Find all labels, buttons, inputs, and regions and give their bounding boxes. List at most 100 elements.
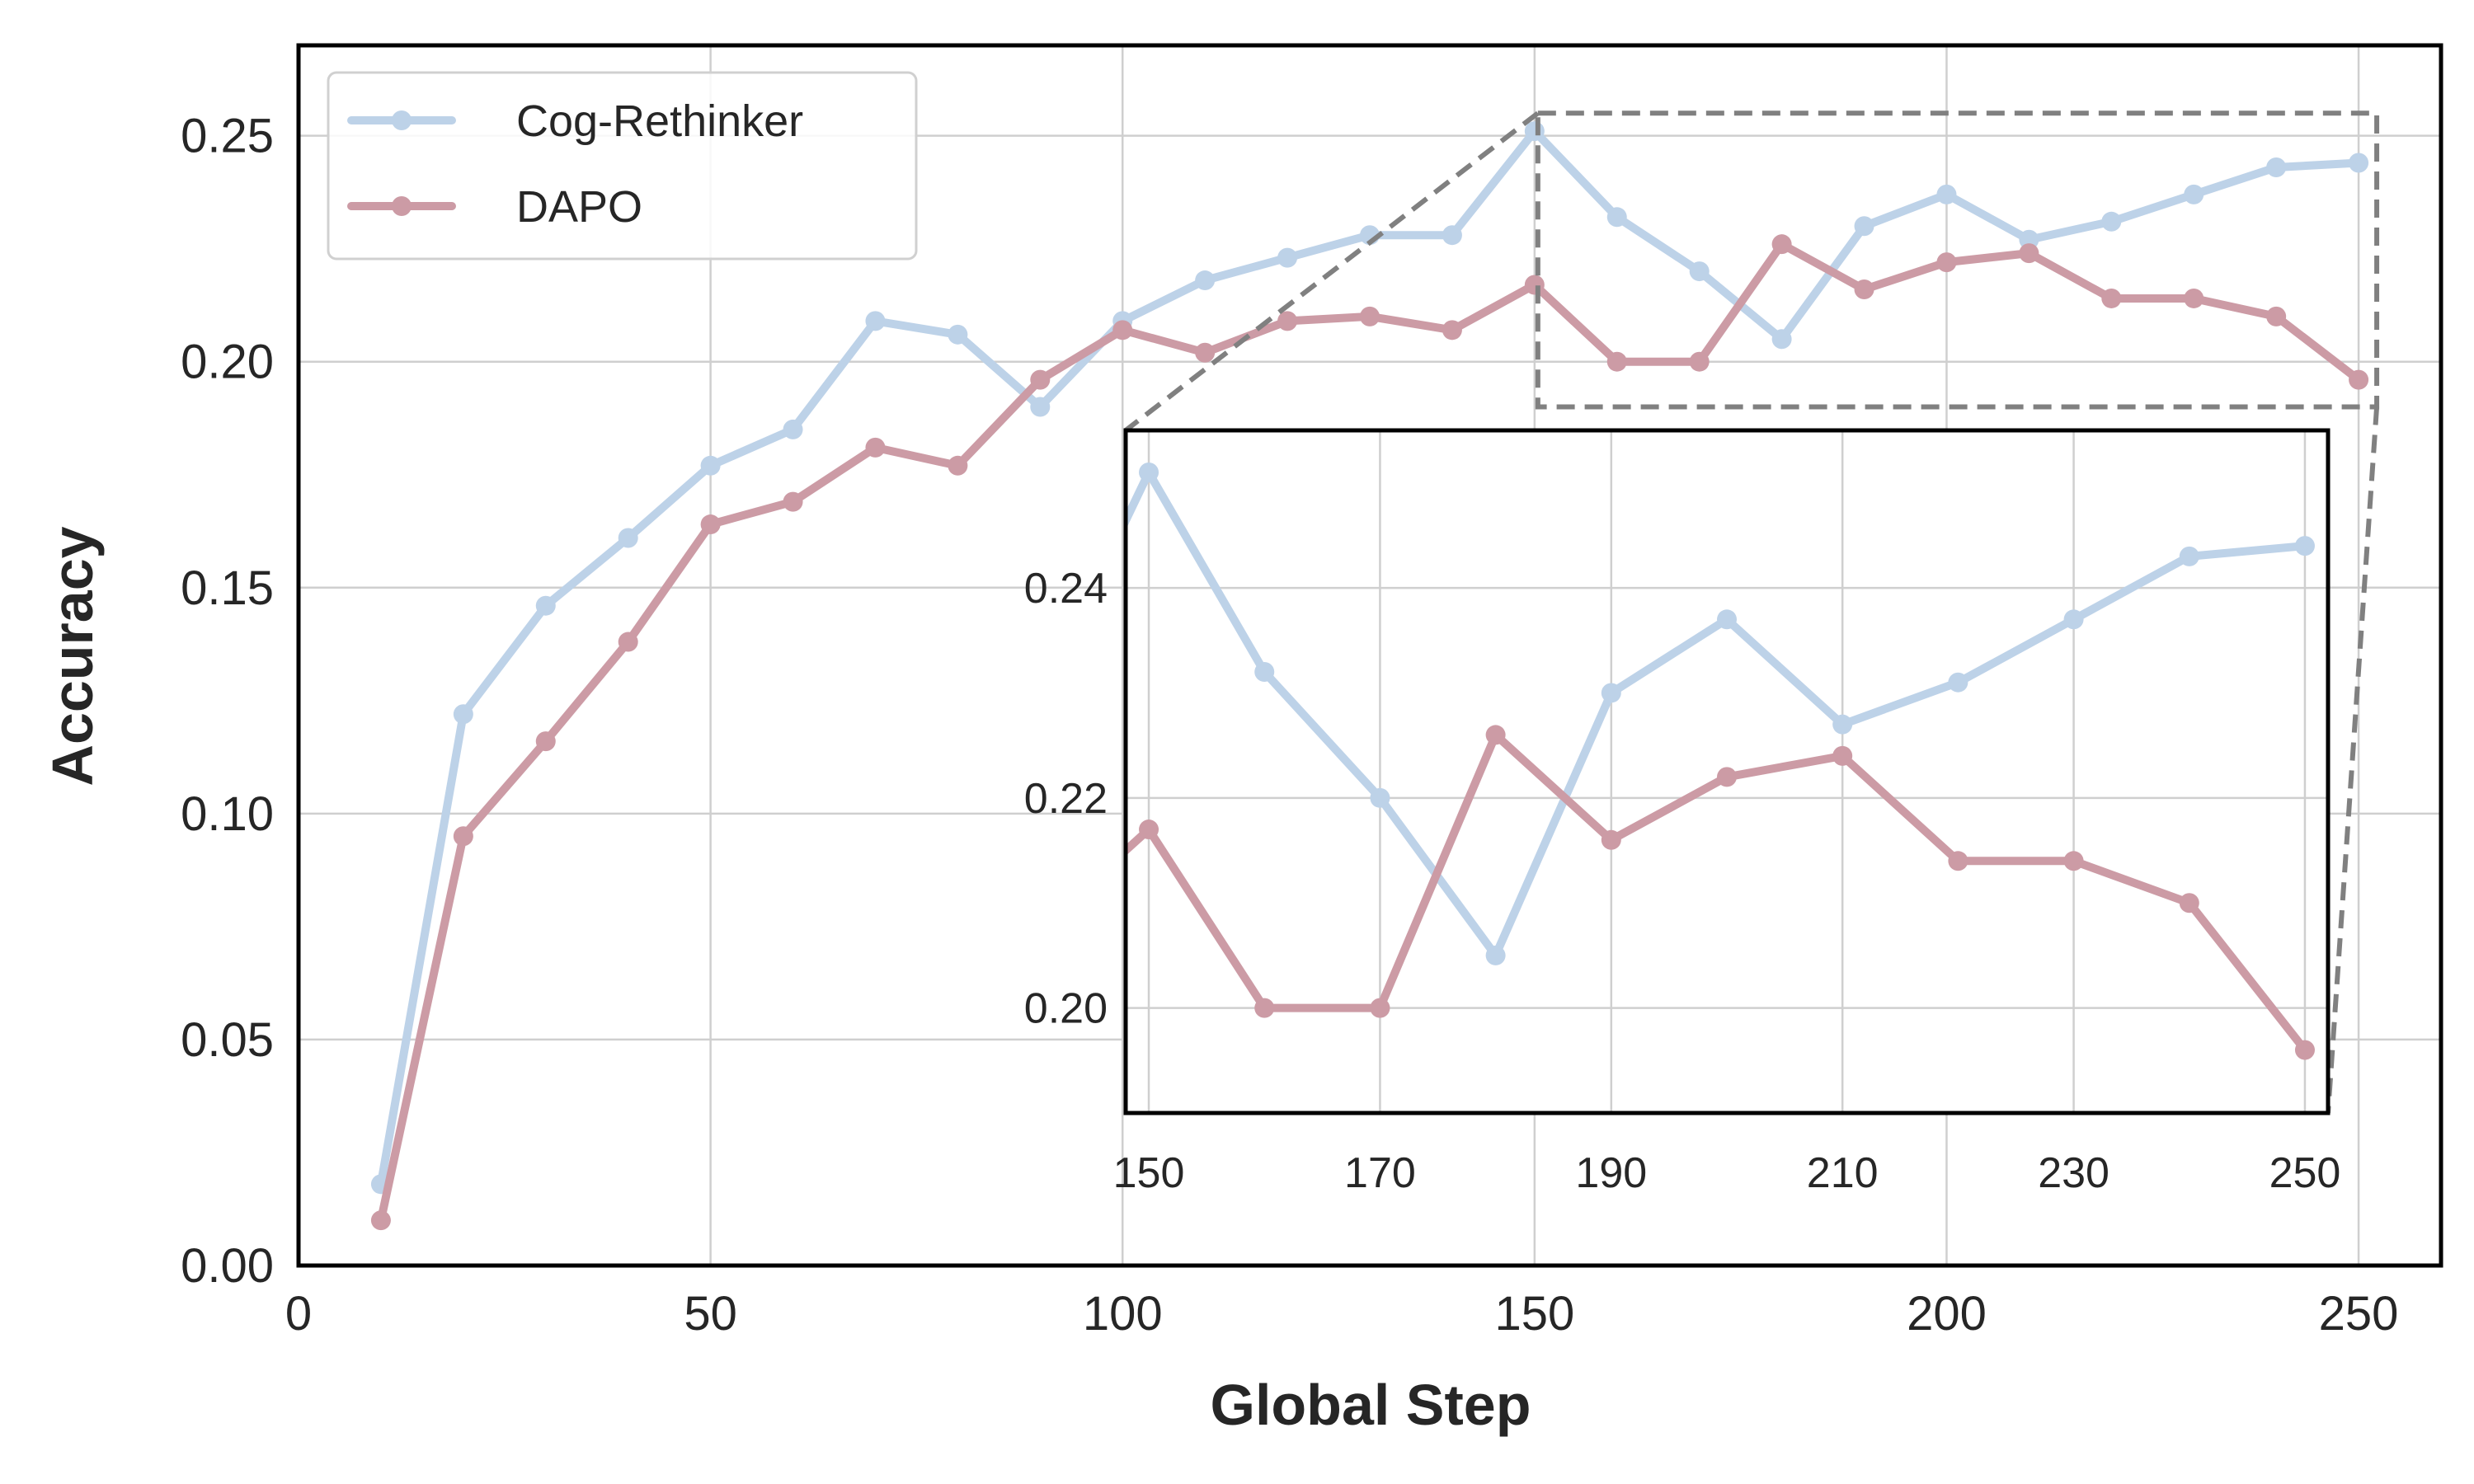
dapo-point bbox=[1606, 351, 1627, 372]
cog-rethinker-point bbox=[1689, 261, 1710, 282]
inset-x-tick-label: 150 bbox=[1113, 1149, 1185, 1197]
cog-rethinker-point bbox=[1254, 661, 1275, 682]
dapo-point bbox=[1195, 342, 1216, 363]
legend-label-cog-rethinker: Cog-Rethinker bbox=[516, 96, 803, 146]
dapo-point bbox=[2349, 369, 2369, 390]
dapo-point bbox=[1485, 725, 1506, 745]
zoom-connector bbox=[2326, 406, 2380, 1114]
cog-rethinker-line bbox=[1126, 468, 2309, 960]
dapo-point bbox=[618, 632, 638, 652]
cog-rethinker-point bbox=[1277, 247, 1298, 268]
cog-rethinker-point bbox=[1030, 397, 1051, 417]
y-tick-label: 0.25 bbox=[181, 110, 274, 163]
dapo-point bbox=[1717, 767, 1737, 787]
cog-rethinker-point bbox=[700, 455, 721, 476]
dapo-point bbox=[1854, 279, 1874, 299]
cog-rethinker-point bbox=[1139, 462, 1159, 482]
y-tick-label: 0.05 bbox=[181, 1013, 274, 1067]
legend-marker-dapo bbox=[392, 196, 412, 216]
cog-rethinker-point bbox=[2266, 157, 2287, 177]
dapo-point bbox=[1030, 369, 1051, 390]
dapo-point bbox=[1948, 851, 1968, 871]
dapo-point bbox=[2019, 243, 2039, 264]
dapo-point bbox=[1689, 351, 1710, 372]
x-tick-label: 200 bbox=[1907, 1287, 1987, 1341]
dapo-point bbox=[1277, 311, 1298, 331]
cog-rethinker-point bbox=[1936, 184, 1957, 204]
inset-y-tick-label: 0.22 bbox=[1024, 775, 1108, 823]
dapo-point bbox=[1139, 819, 1159, 840]
cog-rethinker-point bbox=[865, 311, 886, 331]
inset-y-tick-label: 0.20 bbox=[1024, 985, 1108, 1033]
dapo-point bbox=[2063, 851, 2084, 871]
zoom-region-box bbox=[1535, 110, 2380, 410]
cog-rethinker-point bbox=[1771, 329, 1792, 350]
x-tick-label: 250 bbox=[2319, 1287, 2399, 1341]
cog-rethinker-point bbox=[1485, 945, 1506, 965]
cog-rethinker-point bbox=[2184, 184, 2204, 204]
inset-x-tick-label: 250 bbox=[2269, 1149, 2341, 1197]
cog-rethinker-point bbox=[2101, 211, 2122, 232]
dapo-point bbox=[1360, 306, 1380, 326]
dapo-point bbox=[2266, 306, 2287, 326]
inset-y-tick-label: 0.24 bbox=[1024, 565, 1108, 613]
cog-rethinker-point bbox=[1442, 225, 1462, 246]
cog-rethinker-point bbox=[535, 595, 556, 616]
dapo-point bbox=[1771, 234, 1792, 255]
cog-rethinker-point bbox=[2179, 546, 2199, 566]
cog-rethinker-point bbox=[1948, 672, 1968, 693]
dapo-point bbox=[453, 826, 473, 847]
cog-rethinker-point bbox=[1717, 609, 1737, 630]
x-tick-label: 100 bbox=[1083, 1287, 1163, 1341]
plot-frame bbox=[296, 43, 2443, 1268]
dapo-point bbox=[1936, 252, 1957, 273]
zoom-connector bbox=[1124, 110, 1540, 433]
dapo-point bbox=[1524, 275, 1545, 295]
dapo-point bbox=[948, 455, 968, 476]
inset-x-tick-label: 190 bbox=[1575, 1149, 1647, 1197]
dapo-point bbox=[1370, 998, 1390, 1018]
inset-x-tick-label: 170 bbox=[1344, 1149, 1416, 1197]
dapo-point bbox=[1832, 745, 1853, 766]
cog-rethinker-point bbox=[1195, 270, 1216, 291]
dapo-line bbox=[1126, 730, 2309, 1054]
dapo-point bbox=[1442, 320, 1462, 340]
dapo-point bbox=[1023, 924, 1043, 944]
cog-rethinker-point bbox=[2019, 229, 2039, 250]
cog-rethinker-point bbox=[1601, 683, 1621, 703]
cog-rethinker-point bbox=[453, 704, 473, 725]
x-tick-label: 150 bbox=[1494, 1287, 1574, 1341]
legend-label-dapo: DAPO bbox=[516, 182, 642, 232]
x-tick-label: 50 bbox=[684, 1287, 737, 1341]
cog-rethinker-point bbox=[783, 419, 803, 439]
inset-x-tick-label: 230 bbox=[2038, 1149, 2109, 1197]
cog-rethinker-point bbox=[2349, 153, 2369, 173]
cog-rethinker-point bbox=[1832, 714, 1853, 735]
inset-frame bbox=[1123, 428, 2331, 1115]
cog-rethinker-point bbox=[1606, 207, 1627, 228]
y-tick-label: 0.00 bbox=[181, 1239, 274, 1293]
dapo-point bbox=[2184, 288, 2204, 308]
dapo-point bbox=[370, 1210, 391, 1231]
dapo-point bbox=[535, 731, 556, 752]
y-tick-label: 0.10 bbox=[181, 787, 274, 841]
dapo-point bbox=[1601, 829, 1621, 850]
dapo-point bbox=[2101, 288, 2122, 308]
cog-rethinker-point bbox=[1370, 787, 1390, 808]
inset-zoom: 150 170 190 210 230 250 0.20 0.22 0.24 bbox=[1023, 428, 2341, 1197]
legend-box bbox=[327, 71, 918, 261]
y-axis-label: Accuracy bbox=[40, 526, 105, 786]
cog-rethinker-point bbox=[2063, 609, 2084, 630]
cog-rethinker-point bbox=[1524, 121, 1545, 142]
dapo-point bbox=[865, 437, 886, 458]
y-tick-label: 0.15 bbox=[181, 561, 274, 615]
dapo-point bbox=[700, 514, 721, 535]
main-tick-labels: 0 50 100 150 200 250 0.00 0.05 0.10 0.15 0.20 0.25 bbox=[181, 110, 2398, 1341]
main-series bbox=[370, 121, 2369, 1231]
x-axis-label: Global Step bbox=[1211, 1373, 1531, 1437]
dapo-point bbox=[1254, 998, 1275, 1018]
cog-rethinker-point bbox=[1023, 704, 1043, 724]
inset-x-tick-label: 210 bbox=[1807, 1149, 1879, 1197]
cog-rethinker-point bbox=[618, 528, 638, 548]
